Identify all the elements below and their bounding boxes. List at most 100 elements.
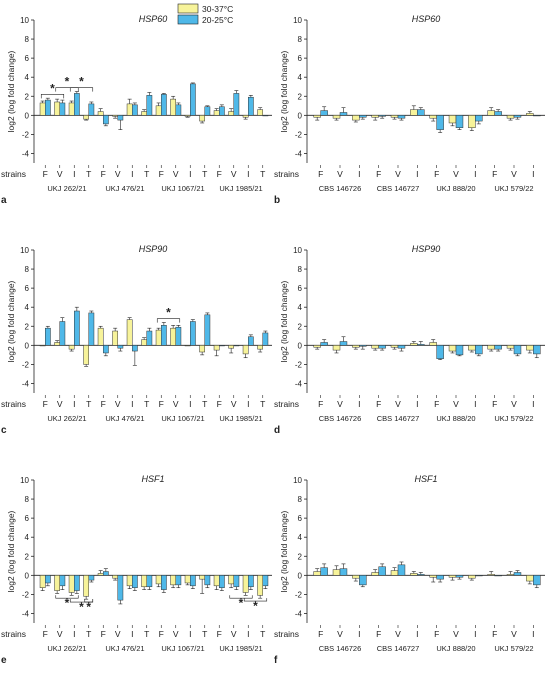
bar-cool — [74, 575, 80, 591]
significance-bracket — [69, 87, 94, 92]
bar-cool — [175, 104, 182, 116]
y-tick-label: -2 — [295, 590, 303, 599]
x-tick-label: T — [86, 399, 91, 409]
bar-warm — [126, 103, 133, 116]
y-tick-label: -2 — [22, 360, 30, 369]
bar-cool — [45, 327, 51, 346]
bar-cool — [320, 342, 328, 346]
y-tick-label: 0 — [25, 571, 30, 580]
y-tick-label: -2 — [295, 360, 303, 369]
bar-warm — [313, 115, 321, 118]
bar-warm — [371, 572, 379, 576]
x-tick-label: V — [231, 629, 237, 639]
bar-cool — [320, 110, 328, 116]
x-tick-label: V — [453, 629, 459, 639]
y-tick-label: 8 — [25, 265, 30, 274]
bar-cool — [513, 115, 522, 118]
y-tick-label: 8 — [298, 495, 303, 504]
bar-warm — [199, 345, 205, 353]
bar-warm — [141, 575, 147, 588]
x-tick-label: V — [511, 169, 517, 179]
bar-warm — [39, 575, 46, 588]
x-tick-label: F — [376, 169, 381, 179]
strain-group-label: UKJ 888/20 — [436, 414, 475, 423]
bar-warm — [112, 575, 118, 579]
x-tick-label: T — [260, 399, 265, 409]
x-tick-label: I — [474, 399, 476, 409]
bar-cool — [103, 345, 109, 354]
bar-cool — [397, 115, 406, 119]
bar-warm — [155, 329, 162, 346]
x-tick-label: F — [43, 629, 48, 639]
bar-cool — [117, 345, 124, 349]
x-tick-label: F — [434, 399, 439, 409]
x-tick-label: F — [101, 399, 106, 409]
bar-warm — [526, 345, 534, 351]
bar-cool — [74, 93, 80, 116]
y-tick-label: -2 — [22, 590, 30, 599]
x-tick-label: V — [173, 629, 179, 639]
strains-label: strains — [274, 169, 299, 179]
y-tick-label: 6 — [25, 54, 30, 63]
bar-cool — [533, 345, 541, 355]
significance-star: * — [65, 596, 70, 610]
bar-warm — [448, 345, 457, 352]
bar-cool — [436, 345, 444, 359]
panel-letter: c — [1, 425, 7, 436]
chart-title: HSF1 — [414, 474, 437, 484]
x-tick-label: V — [453, 169, 459, 179]
bar-cool — [475, 575, 483, 577]
y-axis-label: log2 (log fold change) — [279, 510, 289, 592]
y-tick-label: 0 — [25, 111, 30, 120]
bar-warm — [468, 345, 476, 351]
strain-group-label: UKJ 579/22 — [494, 644, 533, 653]
x-tick-label: I — [73, 169, 75, 179]
x-tick-label: V — [337, 629, 343, 639]
bar-warm — [83, 345, 89, 365]
significance-bracket — [243, 598, 268, 602]
legend-swatch — [177, 14, 199, 25]
y-tick-label: 4 — [25, 533, 30, 542]
significance-bracket — [55, 87, 79, 92]
bar-warm — [390, 115, 399, 118]
x-tick-label: V — [115, 629, 121, 639]
bar-cool — [146, 95, 153, 116]
panel-letter: d — [274, 425, 280, 436]
bar-cool — [190, 575, 196, 587]
y-tick-label: 6 — [298, 284, 303, 293]
bar-cool — [455, 345, 464, 356]
bar-cool — [74, 310, 80, 346]
x-tick-label: I — [73, 399, 75, 409]
x-tick-label: I — [247, 629, 249, 639]
x-tick-label: V — [173, 399, 179, 409]
y-tick-label: -4 — [22, 149, 30, 158]
bar-warm — [332, 115, 341, 119]
bar-cool — [59, 575, 66, 587]
bar-cool — [475, 345, 483, 355]
x-tick-label: V — [57, 629, 63, 639]
x-tick-label: T — [260, 169, 265, 179]
y-tick-label: 6 — [298, 54, 303, 63]
bar-warm — [352, 575, 360, 579]
bar-warm — [352, 345, 360, 348]
y-tick-label: 10 — [293, 246, 302, 255]
y-tick-label: 6 — [25, 514, 30, 523]
bar-warm — [257, 345, 263, 350]
bar-cool — [190, 83, 196, 116]
y-tick-label: 2 — [25, 92, 30, 101]
significance-star: * — [253, 599, 258, 613]
bar-cool — [494, 345, 502, 350]
x-tick-label: V — [337, 399, 343, 409]
significance-bracket — [55, 595, 79, 599]
bar-cool — [146, 330, 153, 346]
bar-cool — [146, 575, 153, 588]
x-tick-label: V — [337, 169, 343, 179]
strain-group-label: UKJ 476/21 — [105, 184, 144, 193]
bar-cool — [378, 345, 386, 349]
strain-group-label: CBS 146726 — [319, 644, 362, 653]
x-tick-label: V — [395, 399, 401, 409]
x-tick-label: I — [358, 399, 360, 409]
strain-group-label: UKJ 888/20 — [436, 644, 475, 653]
bar-cool — [533, 115, 541, 117]
